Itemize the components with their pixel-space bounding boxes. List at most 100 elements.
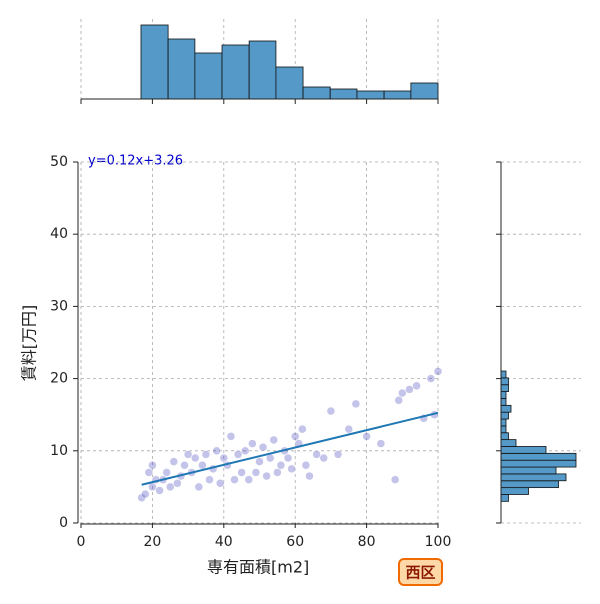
point [344,424,353,434]
point [405,385,414,394]
bar [500,398,507,406]
bar [500,473,567,482]
bar [383,90,412,100]
point [262,471,271,481]
badge-box [398,558,443,586]
y-axis-label: 賃料[万円] [20,305,39,382]
y-tick-label: 10 [50,443,68,459]
point [301,460,311,470]
point [390,475,400,484]
point [258,442,268,452]
point [248,439,257,448]
point [226,432,236,441]
point [376,439,386,448]
bar [356,90,385,100]
regression-line [141,411,439,486]
point [148,460,157,470]
point [137,493,146,502]
point [305,471,314,481]
bar [167,38,196,100]
point [283,453,293,463]
point [319,453,329,463]
point [251,468,261,477]
point [312,450,321,459]
bar [500,404,512,413]
point [351,399,361,409]
point [426,374,436,383]
point [394,396,403,405]
regression-equation: y=0.12x+3.26 [88,154,183,169]
point [273,468,282,477]
x-tick-label: 0 [77,534,86,550]
badge: 西区 [405,564,435,582]
bar [500,411,509,420]
point [230,475,239,484]
point [198,460,207,470]
y-tick-label: 20 [50,371,68,387]
bar [500,384,509,392]
bar [221,44,250,100]
bar [275,66,304,100]
x-tick-label: 20 [143,534,161,550]
point [240,446,250,456]
point [255,457,264,466]
x-tick-label: 100 [425,534,452,550]
bar [500,377,509,386]
point [173,479,182,488]
bar [500,452,577,461]
point [141,489,150,499]
bar [500,370,507,379]
bar [500,391,507,399]
point [194,482,204,492]
point [269,435,279,445]
point [166,482,175,492]
bar [500,459,577,468]
x-tick-label: 60 [286,534,304,550]
point [201,450,211,459]
bar [500,425,507,434]
y-tick-label: 50 [50,154,68,170]
x-axis-label: 専有面積[m2] [207,558,309,577]
bar [500,446,547,454]
point [144,468,154,477]
x-tick-label: 40 [215,534,233,550]
point [276,460,286,470]
point [212,446,221,456]
bar [500,494,509,502]
point [190,453,200,463]
point [215,479,225,488]
point [362,432,371,441]
point [433,367,443,376]
point [290,432,300,441]
bar [500,439,517,447]
point [244,475,254,484]
point [148,482,157,492]
point [398,388,407,398]
point [333,450,343,459]
point [412,381,421,391]
point [233,450,243,459]
y-tick-label: 40 [50,226,68,242]
point [298,424,307,434]
bar [140,24,169,100]
y-tick-label: 0 [59,515,68,531]
point [287,464,296,474]
bar [410,82,439,100]
point [180,460,189,470]
point [162,468,171,477]
point [326,406,336,416]
bar [500,480,559,489]
bar [302,86,331,100]
point [183,450,193,459]
point [237,468,246,477]
point [169,457,179,466]
bar [248,40,277,100]
x-tick-label: 80 [358,534,376,550]
point [219,453,229,463]
y-tick-label: 30 [50,298,68,314]
bar [329,88,358,100]
point [205,475,214,484]
point [155,486,164,495]
bar [500,466,557,475]
